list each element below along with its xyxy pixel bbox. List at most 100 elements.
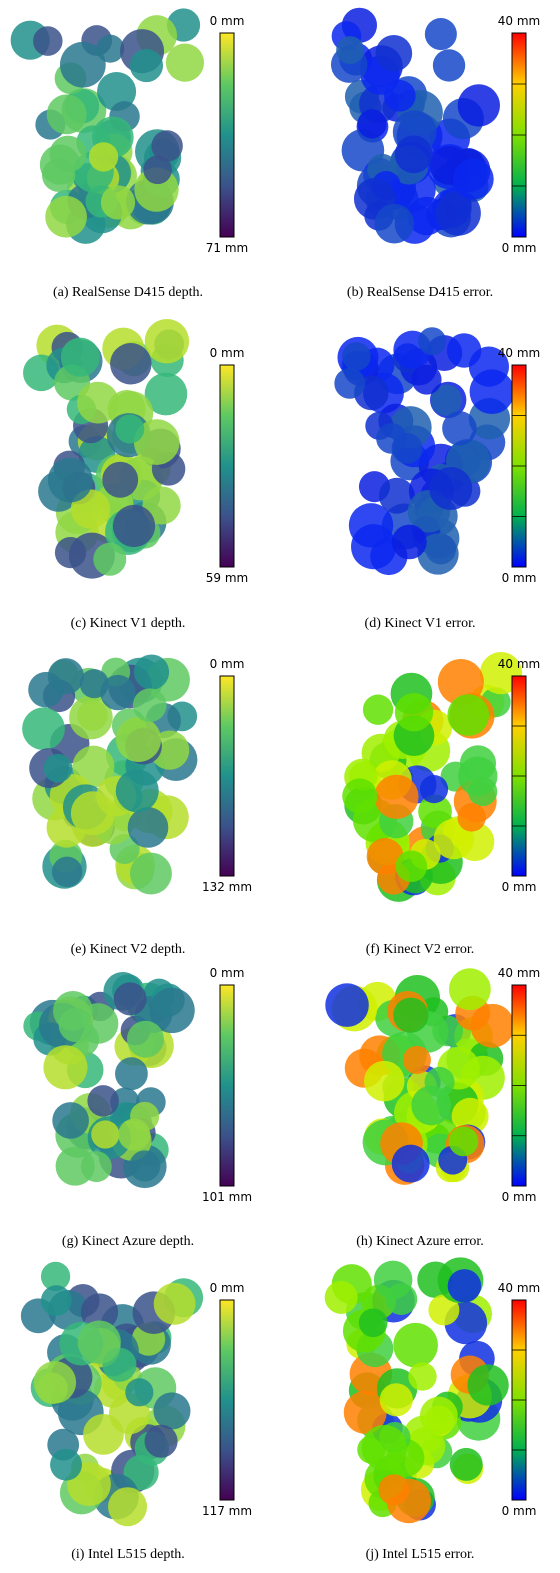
grape	[430, 384, 463, 416]
grape	[115, 1057, 148, 1091]
colorbar-top-label: 0 mm	[210, 657, 245, 671]
grape	[432, 49, 466, 82]
grape	[324, 1280, 358, 1314]
grape	[43, 753, 73, 783]
grape	[22, 707, 65, 751]
grape	[47, 658, 84, 695]
grape	[132, 688, 167, 723]
grape	[77, 1320, 121, 1364]
grape	[393, 997, 429, 1033]
grape	[77, 381, 119, 424]
grape	[375, 34, 413, 72]
caption: (g) Kinect Azure depth.	[62, 1234, 194, 1249]
grape	[385, 1283, 418, 1316]
grape	[88, 142, 119, 172]
colorbar-bottom-label: 132 mm	[202, 880, 252, 894]
grape	[394, 135, 433, 174]
grape	[447, 694, 490, 736]
grape	[408, 1362, 437, 1391]
caption: (b) RealSense D415 error.	[347, 285, 493, 300]
grape	[442, 411, 477, 446]
grape	[437, 658, 484, 705]
grape	[87, 1085, 119, 1117]
grape	[133, 419, 180, 465]
grape	[45, 195, 87, 238]
colorbar-top-label: 0 mm	[210, 14, 245, 28]
grape	[379, 1383, 413, 1417]
colorbar-bottom-label: 0 mm	[502, 241, 537, 255]
grape	[100, 185, 136, 220]
grape	[79, 669, 109, 699]
grape	[100, 674, 136, 711]
grape	[468, 346, 509, 387]
caption: (f) Kinect V2 error.	[366, 942, 475, 957]
grape	[130, 852, 172, 895]
grape	[80, 1293, 119, 1331]
colorbar-bottom-label: 101 mm	[202, 1190, 252, 1204]
grape	[72, 745, 115, 788]
grape	[362, 694, 394, 725]
point-cloud-image	[23, 972, 195, 1189]
grape	[143, 155, 172, 185]
grape	[41, 158, 76, 192]
grape	[149, 987, 195, 1034]
grape	[80, 1151, 112, 1183]
grape	[357, 109, 387, 139]
grape	[342, 342, 371, 371]
grape	[428, 1294, 460, 1326]
grape	[130, 1101, 160, 1131]
grape	[334, 368, 366, 399]
grape	[448, 1126, 479, 1157]
grape	[419, 775, 449, 804]
grape	[52, 1102, 89, 1139]
grape	[470, 1003, 515, 1048]
grape	[97, 71, 137, 112]
grape	[126, 1020, 164, 1058]
grape	[447, 1269, 482, 1303]
grape	[336, 36, 365, 65]
caption: (i) Intel L515 depth.	[71, 1547, 185, 1562]
point-cloud-image	[20, 1261, 204, 1527]
grape	[102, 461, 139, 498]
grape	[364, 1060, 405, 1102]
grape	[419, 1396, 458, 1435]
caption: (h) Kinect Azure error.	[356, 1234, 484, 1249]
grape	[125, 1378, 154, 1407]
grape	[366, 838, 404, 875]
colorbar-bottom-label: 0 mm	[502, 1190, 537, 1204]
grape	[113, 982, 147, 1016]
grape	[46, 94, 87, 135]
grape	[429, 466, 473, 511]
grape	[144, 319, 190, 364]
grape	[127, 807, 169, 848]
grape	[424, 1066, 455, 1098]
colorbar	[219, 32, 235, 238]
point-cloud-image	[22, 654, 198, 895]
colorbar-bottom-label: 71 mm	[206, 241, 248, 255]
grape	[59, 41, 106, 88]
grape	[374, 203, 415, 244]
grape	[395, 850, 428, 883]
colorbar-bottom-label: 0 mm	[502, 1504, 537, 1518]
colorbar-top-label: 0 mm	[210, 1281, 245, 1295]
caption: (c) Kinect V1 depth.	[71, 616, 186, 631]
grape	[402, 1045, 431, 1075]
grape	[325, 983, 369, 1027]
colorbar	[219, 984, 235, 1187]
grape	[452, 158, 494, 200]
caption: (e) Kinect V2 depth.	[71, 942, 186, 957]
grape	[112, 504, 156, 548]
grape	[129, 48, 164, 83]
grape	[115, 769, 159, 813]
grape	[457, 803, 486, 832]
grape	[40, 1285, 72, 1317]
grape	[394, 692, 434, 732]
grape	[83, 1413, 124, 1455]
colorbar-bottom-label: 117 mm	[202, 1504, 252, 1518]
grape	[383, 80, 416, 112]
grape	[33, 26, 63, 56]
colorbar	[219, 1299, 235, 1501]
grape	[378, 1474, 410, 1506]
